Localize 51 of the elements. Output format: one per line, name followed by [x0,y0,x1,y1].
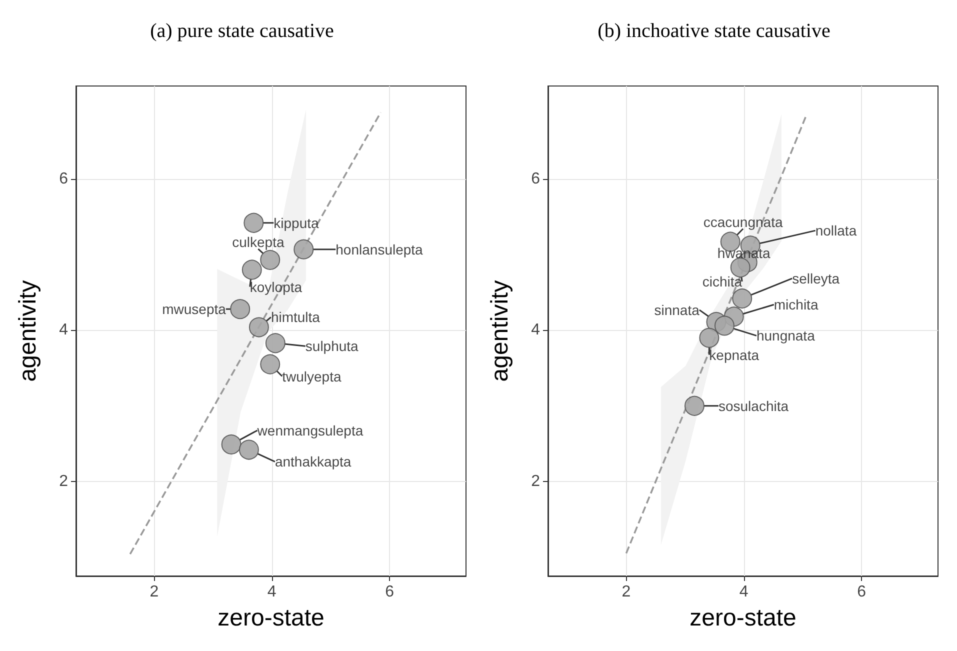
data-label: kipputa [274,214,320,231]
data-label: mwusepta [162,301,226,318]
point [230,299,250,320]
y-axis-title: agentivity [14,280,42,382]
data-label: himtulta [270,309,320,326]
point [244,212,264,233]
x-tick-label: 2 [150,584,159,600]
data-label: wenmangsulepta [256,422,364,438]
y-tick-label: 2 [531,472,540,490]
y-tick-label: 2 [59,472,68,490]
y-tick-label: 6 [59,170,68,188]
data-label: sulphuta [305,338,359,354]
chart-title: (b) inchoative state causative [598,20,830,42]
point [714,316,734,336]
data-label: sosulachita [718,398,789,414]
point [221,434,242,454]
point [265,333,286,354]
x-axis-title: zero-state [690,604,796,632]
x-axis-title: zero-state [218,604,324,632]
data-label: cichita [702,273,742,290]
point [294,239,314,260]
data-label: koylopta [250,278,302,295]
data-label: anthakkapta [274,454,352,470]
data-label: michita [774,296,818,313]
x-tick-label: 6 [857,584,866,600]
x-tick-label: 4 [267,584,276,600]
data-label: selleyta [792,270,840,286]
data-label: twulyepta [282,368,342,384]
data-label: nollata [815,222,857,239]
data-label: sinnata [654,302,700,318]
point [242,260,262,280]
point [248,317,269,338]
x-tick-label: 6 [385,584,394,600]
data-label: kepnata [709,346,760,363]
x-tick-label: 2 [622,584,631,600]
data-label: ccacungnata [703,214,783,230]
x-tick-label: 4 [739,584,748,600]
y-axis-title: agentivity [486,280,514,382]
y-tick-label: 6 [531,170,540,188]
chart-title: (a) pure state causative [150,20,334,42]
point [260,250,280,270]
data-label: hungnata [756,328,816,344]
point [238,440,259,460]
data-label: culkepta [232,234,284,250]
y-tick-label: 4 [59,322,68,339]
y-tick-label: 4 [531,322,540,339]
point [684,396,704,416]
point [699,328,720,348]
point [732,288,752,308]
point [260,354,280,374]
data-label: honlansulepta [336,241,424,258]
